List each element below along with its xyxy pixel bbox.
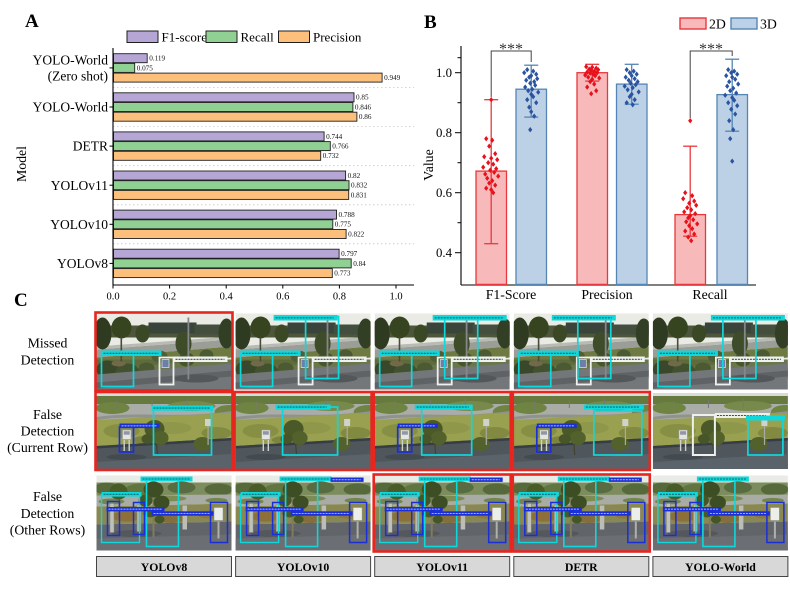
svg-text:0.4: 0.4 (436, 246, 453, 260)
svg-text:0.82: 0.82 (348, 172, 361, 180)
svg-text:False: False (33, 407, 62, 422)
svg-text:0.832: 0.832 (351, 182, 368, 190)
svg-text:0.84: 0.84 (353, 260, 366, 268)
svg-text:***: *** (699, 41, 723, 58)
svg-text:***: *** (499, 41, 523, 58)
svg-text:0.85: 0.85 (356, 94, 369, 102)
svg-text:B: B (424, 12, 437, 33)
svg-text:0.119: 0.119 (149, 55, 165, 63)
svg-text:YOLO-World: YOLO-World (685, 560, 756, 574)
svg-text:(Other Rows): (Other Rows) (10, 522, 86, 538)
svg-text:0.6: 0.6 (276, 292, 289, 303)
svg-text:YOLOv11: YOLOv11 (51, 178, 108, 193)
svg-text:YOLOv11: YOLOv11 (416, 560, 468, 574)
svg-text:2D: 2D (709, 17, 726, 32)
svg-text:0.744: 0.744 (326, 133, 343, 141)
svg-text:F1-Score: F1-Score (486, 287, 537, 302)
svg-text:YOLOv8: YOLOv8 (57, 256, 108, 271)
svg-text:0.846: 0.846 (355, 103, 372, 111)
svg-text:0.788: 0.788 (339, 211, 356, 219)
svg-text:0.732: 0.732 (323, 152, 340, 160)
svg-text:Precision: Precision (581, 287, 632, 302)
svg-text:YOLOv10: YOLOv10 (277, 560, 330, 574)
svg-text:0.075: 0.075 (137, 64, 154, 72)
svg-text:Detection: Detection (21, 424, 75, 439)
svg-text:F1-score: F1-score (162, 30, 208, 45)
svg-text:YOLO-World: YOLO-World (33, 53, 109, 68)
svg-text:Precision: Precision (313, 30, 362, 45)
svg-text:Recall: Recall (692, 287, 727, 302)
svg-text:Missed: Missed (28, 336, 68, 351)
svg-text:Detection: Detection (21, 352, 75, 367)
svg-text:0.949: 0.949 (384, 74, 401, 82)
svg-text:(Current Row): (Current Row) (7, 440, 88, 456)
svg-text:0.766: 0.766 (332, 143, 349, 151)
svg-text:0.0: 0.0 (106, 292, 119, 303)
svg-text:A: A (25, 11, 39, 32)
svg-text:0.8: 0.8 (436, 126, 452, 140)
svg-text:1.0: 1.0 (436, 66, 452, 80)
svg-text:0.775: 0.775 (335, 221, 352, 229)
svg-text:0.822: 0.822 (348, 230, 365, 238)
svg-text:YOLOv8: YOLOv8 (141, 560, 188, 574)
svg-text:YOLO-World: YOLO-World (33, 100, 109, 115)
svg-text:0.797: 0.797 (341, 250, 358, 258)
svg-text:DETR: DETR (73, 139, 108, 154)
svg-text:Value: Value (421, 149, 436, 180)
svg-text:DETR: DETR (565, 560, 598, 574)
svg-text:False: False (33, 489, 62, 504)
svg-text:0.2: 0.2 (163, 292, 176, 303)
svg-text:0.831: 0.831 (351, 191, 368, 199)
svg-text:3D: 3D (760, 17, 777, 32)
svg-text:0.6: 0.6 (436, 186, 453, 200)
svg-text:0.773: 0.773 (334, 270, 351, 278)
svg-text:Detection: Detection (21, 506, 75, 521)
svg-text:1.0: 1.0 (389, 292, 402, 303)
svg-text:YOLOv10: YOLOv10 (50, 217, 108, 232)
svg-text:0.4: 0.4 (220, 292, 234, 303)
svg-text:Recall: Recall (241, 30, 275, 45)
svg-text:0.8: 0.8 (333, 292, 346, 303)
svg-text:(Zero shot): (Zero shot) (48, 69, 108, 84)
svg-text:C: C (14, 290, 28, 311)
svg-text:0.86: 0.86 (359, 113, 372, 121)
svg-text:Model: Model (14, 146, 29, 182)
